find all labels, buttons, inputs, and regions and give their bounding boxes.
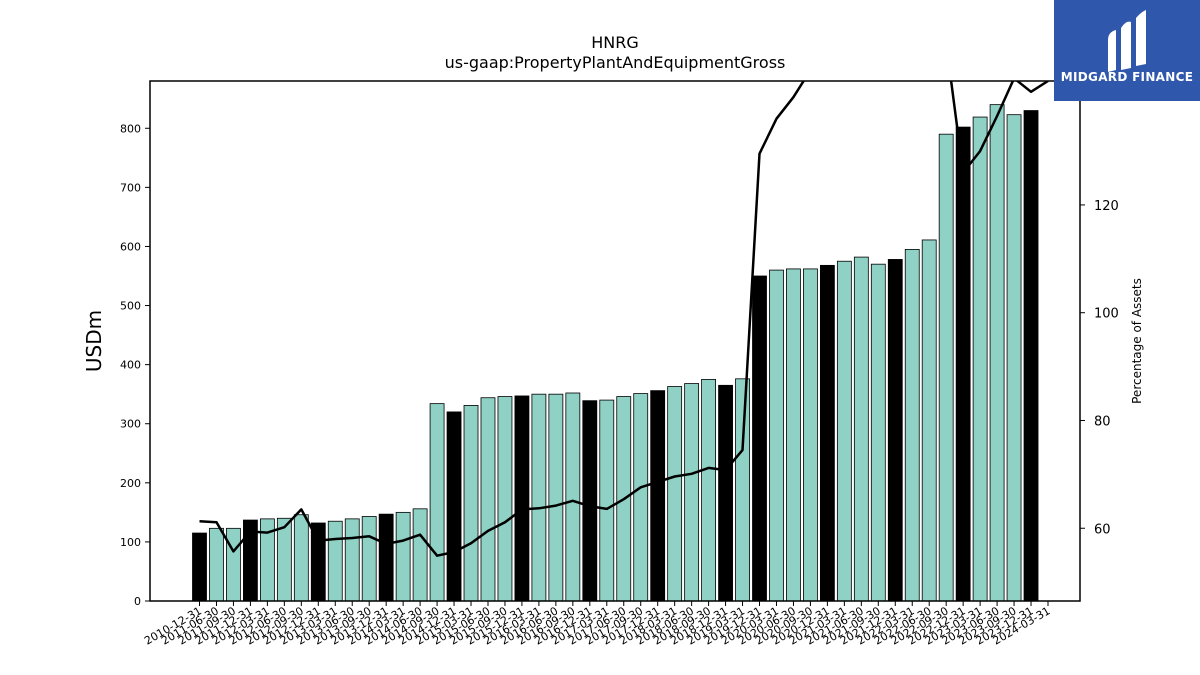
y-tick-label-300: 300 xyxy=(120,418,141,431)
y-tick-label-100: 100 xyxy=(120,536,141,549)
bar-2012-09-30 xyxy=(293,514,309,602)
bar-2022-12-31 xyxy=(955,126,971,602)
bar-2017-12-31 xyxy=(650,390,666,602)
chart-title: HNRG xyxy=(591,33,639,52)
y-right-tick-label-60: 60 xyxy=(1094,522,1111,537)
bar-2013-12-31 xyxy=(378,513,394,602)
y-tick-label-200: 200 xyxy=(120,477,141,490)
y-axis-label-right: Percentage of Assets xyxy=(1130,278,1144,404)
y-tick-label-700: 700 xyxy=(120,181,141,194)
bar-2012-12-31 xyxy=(310,522,326,602)
line-layer xyxy=(199,81,1049,557)
bar-2013-03-31 xyxy=(327,520,343,602)
bar-2018-12-31 xyxy=(718,384,733,602)
y-tick-label-400: 400 xyxy=(120,359,141,372)
bar-2014-03-31 xyxy=(395,511,411,602)
pct-assets-line-1 xyxy=(949,81,1049,174)
plot-frame xyxy=(149,80,1081,602)
bar-2015-03-31 xyxy=(463,405,479,602)
bar-2016-12-31 xyxy=(582,400,598,602)
y-tick-label-0: 0 xyxy=(134,595,141,608)
bar-2020-09-30 xyxy=(803,268,818,602)
chart-subtitle: us-gaap:PropertyPlantAndEquipmentGross xyxy=(445,53,786,72)
bar-2017-03-31 xyxy=(599,399,615,602)
bar-2015-09-30 xyxy=(497,396,513,602)
bar-2016-06-30 xyxy=(548,393,564,602)
pct-assets-line-0 xyxy=(199,81,806,557)
bar-2023-09-30 xyxy=(1006,114,1022,602)
y-right-tick-label-120: 120 xyxy=(1094,199,1119,214)
y-right-tick-label-80: 80 xyxy=(1094,414,1111,429)
y-axis-right: 60 80 100 120 xyxy=(1080,199,1119,537)
x-axis: 2010-12-312011-06-302011-09-302011-12-31… xyxy=(142,601,1053,648)
y-tick-label-600: 600 xyxy=(120,240,141,253)
bar-2020-03-31 xyxy=(769,269,784,602)
bar-2022-03-31 xyxy=(904,249,920,602)
bar-2018-06-30 xyxy=(684,383,700,602)
bar-2021-03-31 xyxy=(836,260,852,602)
bar-2011-06-30 xyxy=(209,527,224,602)
bar-2018-03-31 xyxy=(667,386,683,602)
bar-2012-06-30 xyxy=(276,517,292,602)
y-right-tick-label-100: 100 xyxy=(1094,307,1119,322)
bar-2014-06-30 xyxy=(412,508,428,602)
brand-logo[interactable]: MIDGARD FINANCE xyxy=(1054,0,1200,101)
bar-2021-12-31 xyxy=(887,259,903,602)
bars-group xyxy=(192,104,1039,602)
bar-2018-09-30 xyxy=(701,379,716,602)
bar-2019-03-31 xyxy=(735,378,750,602)
bar-2014-09-30 xyxy=(429,403,445,602)
bar-2017-09-30 xyxy=(633,393,649,602)
bar-2016-03-31 xyxy=(531,393,547,602)
y-tick-label-800: 800 xyxy=(120,122,141,135)
bar-2016-09-30 xyxy=(565,392,581,602)
bar-2023-06-30 xyxy=(989,104,1005,602)
bar-2021-09-30 xyxy=(870,263,886,602)
bar-2019-12-31 xyxy=(752,275,767,602)
y-axis-label-left: USDm xyxy=(82,310,106,372)
bar-2014-12-31 xyxy=(446,411,462,602)
logo-mark-icon xyxy=(1108,10,1146,72)
bar-2015-12-31 xyxy=(514,395,530,602)
y-tick-label-500: 500 xyxy=(120,300,141,313)
bar-2022-06-30 xyxy=(921,239,937,602)
bar-2020-12-31 xyxy=(819,264,835,602)
bar-2013-09-30 xyxy=(361,516,377,602)
bar-2023-03-31 xyxy=(972,116,988,602)
bar-2015-06-30 xyxy=(480,397,496,602)
bar-2021-06-30 xyxy=(853,256,869,602)
bar-2020-06-30 xyxy=(786,268,801,602)
bar-2022-09-30 xyxy=(938,133,954,602)
bar-2013-06-30 xyxy=(344,518,360,602)
brand-name: MIDGARD FINANCE xyxy=(1061,70,1193,84)
y-axis-left: 0 100 200 300 400 500 600 700 800 xyxy=(120,122,150,608)
bar-2011-09-30 xyxy=(226,527,241,602)
bar-2010-12-31 xyxy=(192,532,207,602)
bar-2023-12-31 xyxy=(1023,110,1039,602)
